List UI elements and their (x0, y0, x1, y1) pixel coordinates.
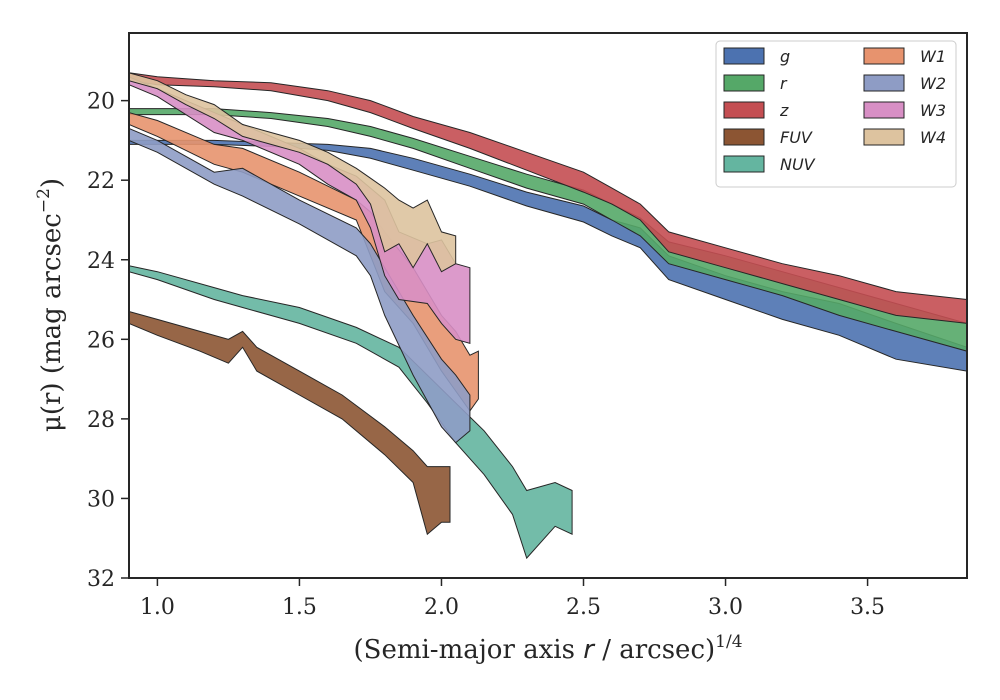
x-tick-label: 2.0 (424, 595, 459, 620)
legend-label-w1: W1 (920, 47, 946, 66)
y-axis: 20 22 24 26 28 30 32 (87, 90, 129, 592)
legend-swatch-nuv (723, 155, 765, 173)
legend-swatch-fuv (723, 128, 765, 146)
legend: grz FUV NUV W1 W2 W3 W4 (715, 40, 957, 188)
y-axis-label: μ(r) (mag arcsec−2) (34, 178, 67, 432)
band-w2 (129, 127, 471, 444)
y-tick-label: 26 (87, 328, 115, 353)
x-axis: 1.0 1.5 2.0 2.5 3.0 3.5 (140, 578, 885, 620)
legend-label-g: g (780, 47, 790, 66)
legend-label-w3: W3 (920, 101, 946, 120)
y-tick-label: 32 (87, 567, 115, 592)
band-fuv (129, 310, 451, 536)
legend-swatch-w4 (863, 128, 905, 146)
legend-label-r: r (780, 74, 788, 93)
legend-label-z: z (779, 101, 789, 120)
band-w4 (129, 72, 457, 273)
legend-swatch-z (723, 101, 765, 119)
legend-swatch-w2 (863, 74, 905, 92)
x-tick-label: 3.5 (850, 595, 885, 620)
y-tick-label: 24 (87, 249, 115, 274)
x-tick-label: 2.5 (566, 595, 601, 620)
x-tick-label: 1.0 (140, 595, 175, 620)
legend-swatch-w3 (863, 101, 905, 119)
y-tick-label: 20 (87, 90, 115, 115)
band-r (129, 108, 967, 352)
series-bands (129, 72, 967, 560)
legend-swatch-g (723, 47, 765, 65)
x-tick-label: 3.0 (708, 595, 743, 620)
x-axis-label: (Semi-major axis r / arcsec)1/4 (353, 632, 742, 665)
band-g (129, 139, 967, 372)
y-tick-label: 22 (87, 169, 115, 194)
legend-swatch-r (723, 74, 765, 92)
legend-label-nuv: NUV (780, 155, 816, 174)
legend-swatch-w1 (863, 47, 905, 65)
x-tick-label: 1.5 (282, 595, 317, 620)
y-tick-label: 28 (87, 408, 115, 433)
legend-label-w2: W2 (920, 74, 946, 93)
y-tick-label: 30 (87, 487, 115, 512)
band-z (129, 72, 967, 324)
band-nuv (129, 265, 573, 560)
legend-label-w4: W4 (920, 128, 946, 147)
plot-frame (128, 32, 968, 579)
legend-label-fuv: FUV (780, 128, 813, 147)
